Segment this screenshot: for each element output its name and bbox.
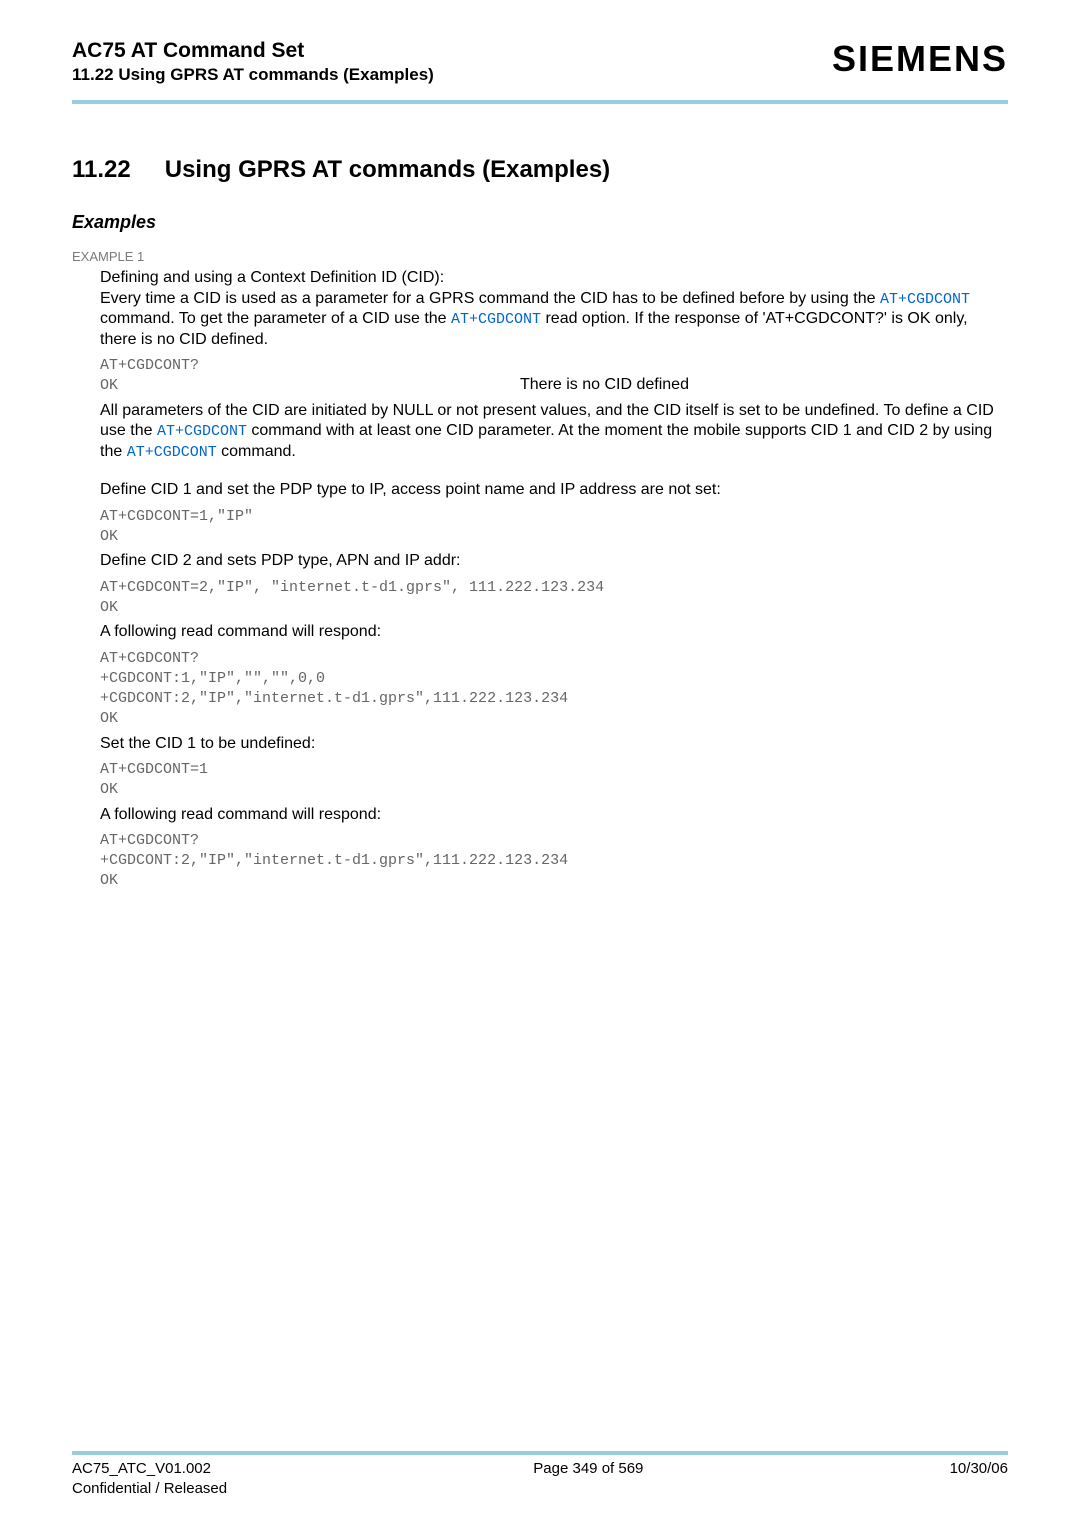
- at-cgdcont-link[interactable]: AT+CGDCONT: [880, 291, 970, 308]
- code-line: AT+CGDCONT?: [100, 649, 1008, 669]
- code-line: +CGDCONT:2,"IP","internet.t-d1.gprs",111…: [100, 689, 1008, 709]
- section-heading: 11.22 Using GPRS AT commands (Examples): [72, 156, 1008, 184]
- footer-rule: [72, 1451, 1008, 1455]
- code-line: AT+CGDCONT?: [100, 356, 1008, 376]
- doc-subtitle: 11.22 Using GPRS AT commands (Examples): [72, 64, 434, 86]
- code-block-4: AT+CGDCONT? +CGDCONT:1,"IP","","",0,0 +C…: [100, 649, 1008, 730]
- at-cgdcont-link[interactable]: AT+CGDCONT: [451, 311, 541, 328]
- p1-line1: Defining and using a Context Definition …: [100, 268, 1008, 288]
- paragraph-5: A following read command will respond:: [100, 622, 1008, 642]
- code-block-1: AT+CGDCONT? OK There is no CID defined: [100, 356, 1008, 397]
- paragraph-6: Set the CID 1 to be undefined:: [100, 734, 1008, 754]
- example-label: EXAMPLE 1: [72, 249, 1008, 264]
- header-right: SIEMENS: [832, 38, 1008, 80]
- examples-heading: Examples: [72, 212, 1008, 233]
- page-footer: AC75_ATC_V01.002 Confidential / Released…: [72, 1451, 1008, 1498]
- p1-text-b: command. To get the parameter of a CID u…: [100, 310, 451, 327]
- footer-version: AC75_ATC_V01.002: [72, 1459, 227, 1479]
- code-line: +CGDCONT:1,"IP","","",0,0: [100, 669, 1008, 689]
- code-line: OK: [100, 376, 520, 396]
- code-line: +CGDCONT:2,"IP","internet.t-d1.gprs",111…: [100, 851, 1008, 871]
- p2-c: command.: [217, 443, 296, 460]
- page: AC75 AT Command Set 11.22 Using GPRS AT …: [0, 0, 1080, 1528]
- paragraph-7: A following read command will respond:: [100, 805, 1008, 825]
- at-cgdcont-link[interactable]: AT+CGDCONT: [127, 444, 217, 461]
- code-line: AT+CGDCONT=1: [100, 760, 1008, 780]
- footer-center: Page 349 of 569: [533, 1459, 643, 1498]
- code-line: AT+CGDCONT=2,"IP", "internet.t-d1.gprs",…: [100, 578, 1008, 598]
- code-block-5: AT+CGDCONT=1 OK: [100, 760, 1008, 801]
- code-block-2: AT+CGDCONT=1,"IP" OK: [100, 507, 1008, 548]
- p5-text: A following read command will respond:: [100, 622, 1008, 642]
- code-line: OK: [100, 780, 1008, 800]
- paragraph-3: Define CID 1 and set the PDP type to IP,…: [100, 480, 1008, 500]
- code-line: OK: [100, 709, 1008, 729]
- footer-right: 10/30/06: [950, 1459, 1008, 1498]
- p6-text: Set the CID 1 to be undefined:: [100, 734, 1008, 754]
- code-block-3: AT+CGDCONT=2,"IP", "internet.t-d1.gprs",…: [100, 578, 1008, 619]
- p2-text: All parameters of the CID are initiated …: [100, 401, 1008, 462]
- doc-title: AC75 AT Command Set: [72, 38, 434, 64]
- code-line: OK: [100, 871, 1008, 891]
- page-header: AC75 AT Command Set 11.22 Using GPRS AT …: [72, 38, 1008, 86]
- paragraph-2: All parameters of the CID are initiated …: [100, 401, 1008, 462]
- code-row: OK There is no CID defined: [100, 376, 1008, 396]
- section-number: 11.22: [72, 156, 131, 184]
- p7-text: A following read command will respond:: [100, 805, 1008, 825]
- header-rule: [72, 100, 1008, 104]
- paragraph-4: Define CID 2 and sets PDP type, APN and …: [100, 551, 1008, 571]
- header-left: AC75 AT Command Set 11.22 Using GPRS AT …: [72, 38, 434, 86]
- p1-text-a: Every time a CID is used as a parameter …: [100, 290, 880, 307]
- p1-line2: Every time a CID is used as a parameter …: [100, 289, 1008, 350]
- footer-classification: Confidential / Released: [72, 1479, 227, 1499]
- section-title: Using GPRS AT commands (Examples): [165, 156, 610, 183]
- footer-left: AC75_ATC_V01.002 Confidential / Released: [72, 1459, 227, 1498]
- brand-wordmark: SIEMENS: [832, 38, 1008, 80]
- code-line: OK: [100, 527, 1008, 547]
- code-block-6: AT+CGDCONT? +CGDCONT:2,"IP","internet.t-…: [100, 831, 1008, 892]
- p3-text: Define CID 1 and set the PDP type to IP,…: [100, 480, 1008, 500]
- code-comment: There is no CID defined: [520, 376, 689, 396]
- paragraph-1: Defining and using a Context Definition …: [100, 268, 1008, 350]
- code-line: OK: [100, 598, 1008, 618]
- p4-text: Define CID 2 and sets PDP type, APN and …: [100, 551, 1008, 571]
- at-cgdcont-link[interactable]: AT+CGDCONT: [157, 423, 247, 440]
- code-line: AT+CGDCONT=1,"IP": [100, 507, 1008, 527]
- footer-row: AC75_ATC_V01.002 Confidential / Released…: [72, 1459, 1008, 1498]
- code-line: AT+CGDCONT?: [100, 831, 1008, 851]
